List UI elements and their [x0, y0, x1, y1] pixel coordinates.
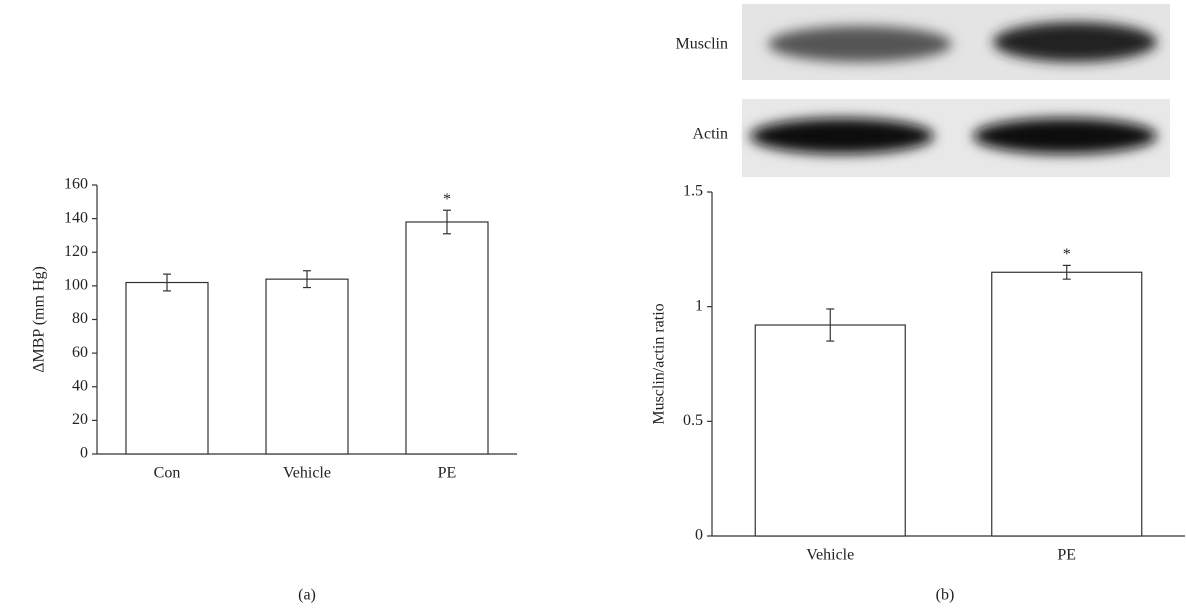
bar [755, 325, 905, 536]
blot-label: Actin [692, 126, 728, 143]
panel-label: (b) [936, 587, 955, 604]
blot-label: Musclin [676, 36, 728, 53]
bar [406, 222, 488, 454]
significance-mark: * [443, 191, 451, 208]
bar [266, 279, 348, 454]
y-tick-label: 0 [695, 527, 703, 544]
y-tick-label: 1.5 [683, 183, 703, 200]
x-tick-label: PE [1057, 547, 1076, 564]
blot-band [993, 22, 1157, 62]
y-tick-label: 40 [72, 377, 88, 394]
y-tick-label: 140 [64, 209, 88, 226]
x-tick-label: Vehicle [283, 465, 331, 482]
blot-band [768, 26, 952, 62]
y-tick-label: 160 [64, 176, 88, 193]
y-tick-label: 0.5 [683, 412, 703, 429]
western-blot [742, 4, 1170, 177]
y-tick-label: 100 [64, 277, 88, 294]
significance-mark: * [1063, 246, 1071, 263]
panel-label: (a) [298, 587, 316, 604]
bar [126, 283, 208, 454]
figure: 0 20 40 60 80 100 120 140 160 ΔMBP (mm Hg) (a) Con V… [0, 0, 1186, 611]
y-tick-label: 0 [80, 445, 88, 462]
x-tick-label: PE [438, 465, 457, 482]
page: {"chart_data": [ {"type": "bar", "ylabel… [0, 0, 1186, 611]
blot-band [750, 118, 934, 154]
x-tick-label: Con [154, 465, 181, 482]
y-tick-label: 80 [72, 310, 88, 327]
bar [992, 272, 1142, 536]
y-axis-label: Musclin/actin ratio [651, 303, 668, 424]
y-tick-label: 20 [72, 411, 88, 428]
x-tick-label: Vehicle [806, 547, 854, 564]
y-tick-label: 120 [64, 243, 88, 260]
y-axis-label: ΔMBP (mm Hg) [31, 266, 48, 373]
y-tick-label: 1 [695, 297, 703, 314]
y-tick-label: 60 [72, 344, 88, 361]
blot-band [973, 118, 1157, 154]
